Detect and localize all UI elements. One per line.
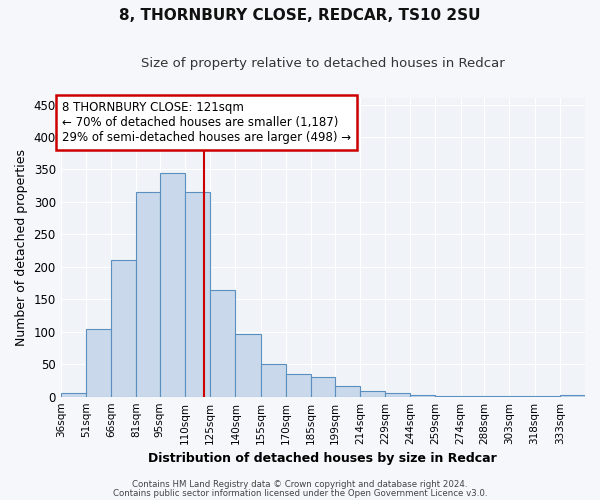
- Bar: [111, 260, 136, 396]
- Bar: [286, 374, 311, 396]
- Bar: [260, 364, 286, 396]
- Bar: [86, 328, 111, 396]
- Bar: [410, 394, 436, 396]
- Bar: [311, 377, 335, 396]
- Y-axis label: Number of detached properties: Number of detached properties: [15, 149, 28, 346]
- Title: Size of property relative to detached houses in Redcar: Size of property relative to detached ho…: [141, 58, 505, 70]
- Bar: [335, 386, 360, 396]
- Bar: [210, 290, 235, 397]
- Bar: [136, 192, 160, 396]
- Bar: [185, 192, 210, 396]
- Text: Contains public sector information licensed under the Open Government Licence v3: Contains public sector information licen…: [113, 488, 487, 498]
- Text: 8, THORNBURY CLOSE, REDCAR, TS10 2SU: 8, THORNBURY CLOSE, REDCAR, TS10 2SU: [119, 8, 481, 22]
- Bar: [385, 394, 410, 396]
- Text: 8 THORNBURY CLOSE: 121sqm
← 70% of detached houses are smaller (1,187)
29% of se: 8 THORNBURY CLOSE: 121sqm ← 70% of detac…: [62, 102, 352, 144]
- Bar: [235, 334, 260, 396]
- Bar: [360, 392, 385, 396]
- Text: Contains HM Land Registry data © Crown copyright and database right 2024.: Contains HM Land Registry data © Crown c…: [132, 480, 468, 489]
- Bar: [61, 394, 86, 396]
- X-axis label: Distribution of detached houses by size in Redcar: Distribution of detached houses by size …: [148, 452, 497, 465]
- Bar: [160, 172, 185, 396]
